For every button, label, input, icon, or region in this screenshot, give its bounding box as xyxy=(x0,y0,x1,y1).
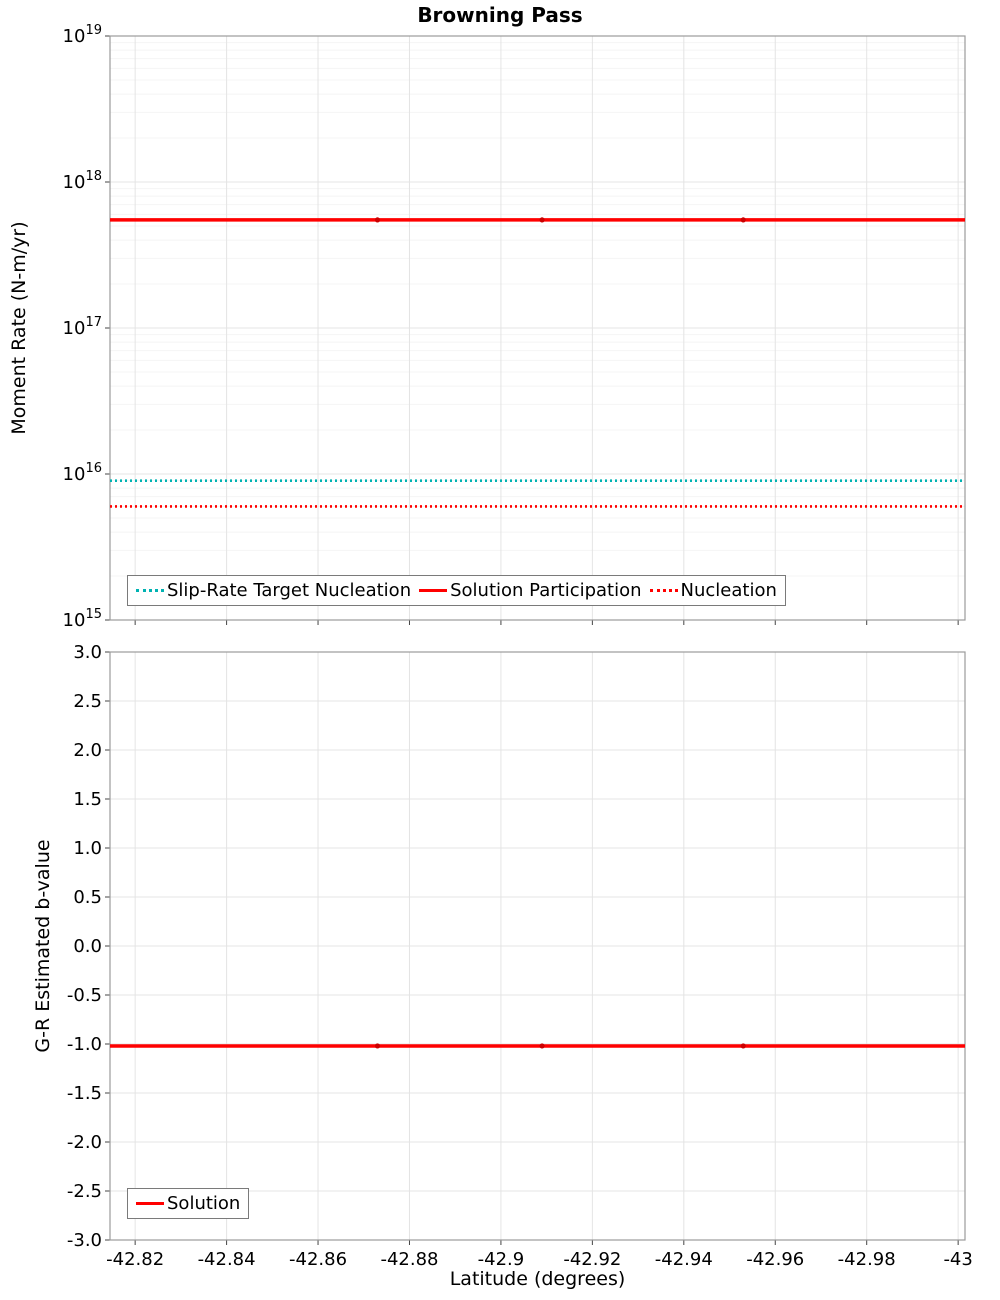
data-point-solution-participation xyxy=(740,217,746,223)
legend-label: Solution Participation xyxy=(450,580,642,601)
y-tick-label: -2.0 xyxy=(67,1132,102,1153)
data-point-solution-participation xyxy=(374,217,381,223)
x-tick-label: -42.96 xyxy=(746,1249,804,1270)
y-tick-label: 1017 xyxy=(63,315,102,339)
y-tick-label: -0.5 xyxy=(67,985,102,1006)
legend-entry-slip-rate-target-nucleation: Slip-Rate Target Nucleation xyxy=(136,580,411,601)
legend-entry-solution-participation: Solution Participation xyxy=(419,580,642,601)
y-tick-label: 3.0 xyxy=(73,642,102,663)
y-tick-label: 1.0 xyxy=(73,838,102,859)
legend-b-value: Solution xyxy=(127,1188,250,1219)
chart-title: Browning Pass xyxy=(417,3,583,27)
legend-label: Nucleation xyxy=(680,580,777,601)
y-axis-label-moment-rate: Moment Rate (N-m/yr) xyxy=(8,221,30,435)
plot-frame xyxy=(109,651,966,1241)
y-tick-label: -1.5 xyxy=(67,1083,102,1104)
y-tick-label: 1018 xyxy=(63,169,102,193)
y-tick-label: -3.0 xyxy=(67,1230,102,1251)
data-point-solution xyxy=(374,1043,381,1049)
y-tick-label: 1019 xyxy=(63,23,102,47)
legend-entry-nucleation: Nucleation xyxy=(649,580,777,601)
data-point-solution-participation xyxy=(539,217,545,223)
data-point-solution xyxy=(740,1043,746,1049)
y-tick-label: 1015 xyxy=(63,607,102,631)
x-tick-label: -43 xyxy=(943,1249,972,1270)
legend-line-sample-red-solid xyxy=(136,1202,164,1205)
plot-panel-0: 1019 1018 1017 1016 1015 xyxy=(63,23,966,631)
legend-line-sample-teal-dotted xyxy=(136,589,164,592)
x-tick-label: -42.86 xyxy=(289,1249,347,1270)
legend-label: Solution xyxy=(167,1193,241,1214)
x-tick-label: -42.82 xyxy=(106,1249,164,1270)
y-tick-label: 1016 xyxy=(63,461,102,485)
x-tick-label: -42.84 xyxy=(198,1249,256,1270)
x-axis-label: Latitude (degrees) xyxy=(449,1268,626,1290)
plot-panel-1: 3.0 2.5 2.0 1.5 1.0 0.5 0.0 -0.5 -1.0 -1.5 -2.0 -2.… xyxy=(67,642,973,1270)
legend-line-sample-red-solid xyxy=(419,589,448,592)
y-tick-label: 2.5 xyxy=(73,691,102,712)
y-tick-label: 2.0 xyxy=(73,740,102,761)
data-point-solution xyxy=(539,1043,545,1049)
y-tick-label: -1.0 xyxy=(67,1034,102,1055)
y-tick-label: 0.5 xyxy=(73,887,102,908)
x-tick-label: -42.88 xyxy=(380,1249,438,1270)
plot-frame xyxy=(109,35,966,621)
legend-line-sample-red-dotted xyxy=(649,589,678,592)
y-tick-label: 0.0 xyxy=(73,936,102,957)
legend-label: Slip-Rate Target Nucleation xyxy=(167,580,412,601)
x-tick-label: -42.94 xyxy=(655,1249,713,1270)
x-tick-label: -42.92 xyxy=(563,1249,621,1270)
y-tick-label: 1.5 xyxy=(73,789,102,810)
y-tick-label: -2.5 xyxy=(67,1181,102,1202)
legend-entry-solution: Solution xyxy=(136,1193,240,1214)
legend-moment-rate: Slip-Rate Target Nucleation Solution Par… xyxy=(127,575,786,606)
y-axis-label-b-value: G-R Estimated b-value xyxy=(32,839,54,1053)
x-tick-label: -42.98 xyxy=(838,1249,896,1270)
x-tick-label: -42.9 xyxy=(478,1249,525,1270)
